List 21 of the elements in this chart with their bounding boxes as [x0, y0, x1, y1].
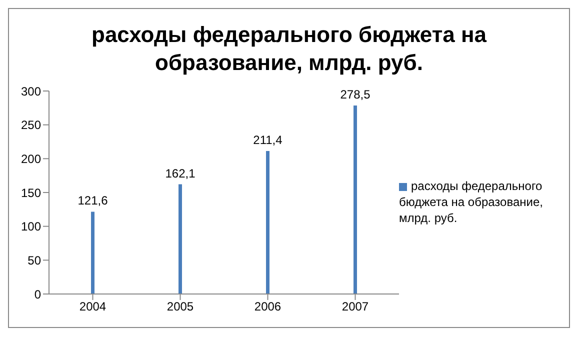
- bar: [91, 212, 94, 294]
- legend-label: расходы федерального бюджета на образование, млрд. руб.: [399, 179, 543, 225]
- bar: [178, 184, 182, 294]
- x-tick-label: 2004: [79, 300, 106, 314]
- y-tick-label: 150: [20, 186, 42, 200]
- y-tick-label: 200: [20, 152, 42, 166]
- y-tick-label: 0: [34, 287, 42, 302]
- chart-title: расходы федерального бюджета на образование, млрд. руб.: [90, 21, 488, 77]
- x-tick-label: 2006: [254, 300, 282, 314]
- x-tick-label: 2007: [342, 300, 369, 314]
- data-label: 162,1: [165, 166, 196, 180]
- y-tick-label: 100: [20, 220, 42, 234]
- data-label: 278,5: [340, 88, 371, 102]
- data-label: 121,6: [78, 194, 108, 208]
- y-tick-label: 50: [28, 253, 42, 268]
- bar: [354, 106, 357, 294]
- y-tick-label: 250: [20, 118, 42, 132]
- y-tick-label: 300: [20, 84, 42, 98]
- data-label: 211,4: [253, 132, 283, 147]
- bar: [266, 150, 270, 294]
- x-tick-label: 2005: [166, 300, 194, 314]
